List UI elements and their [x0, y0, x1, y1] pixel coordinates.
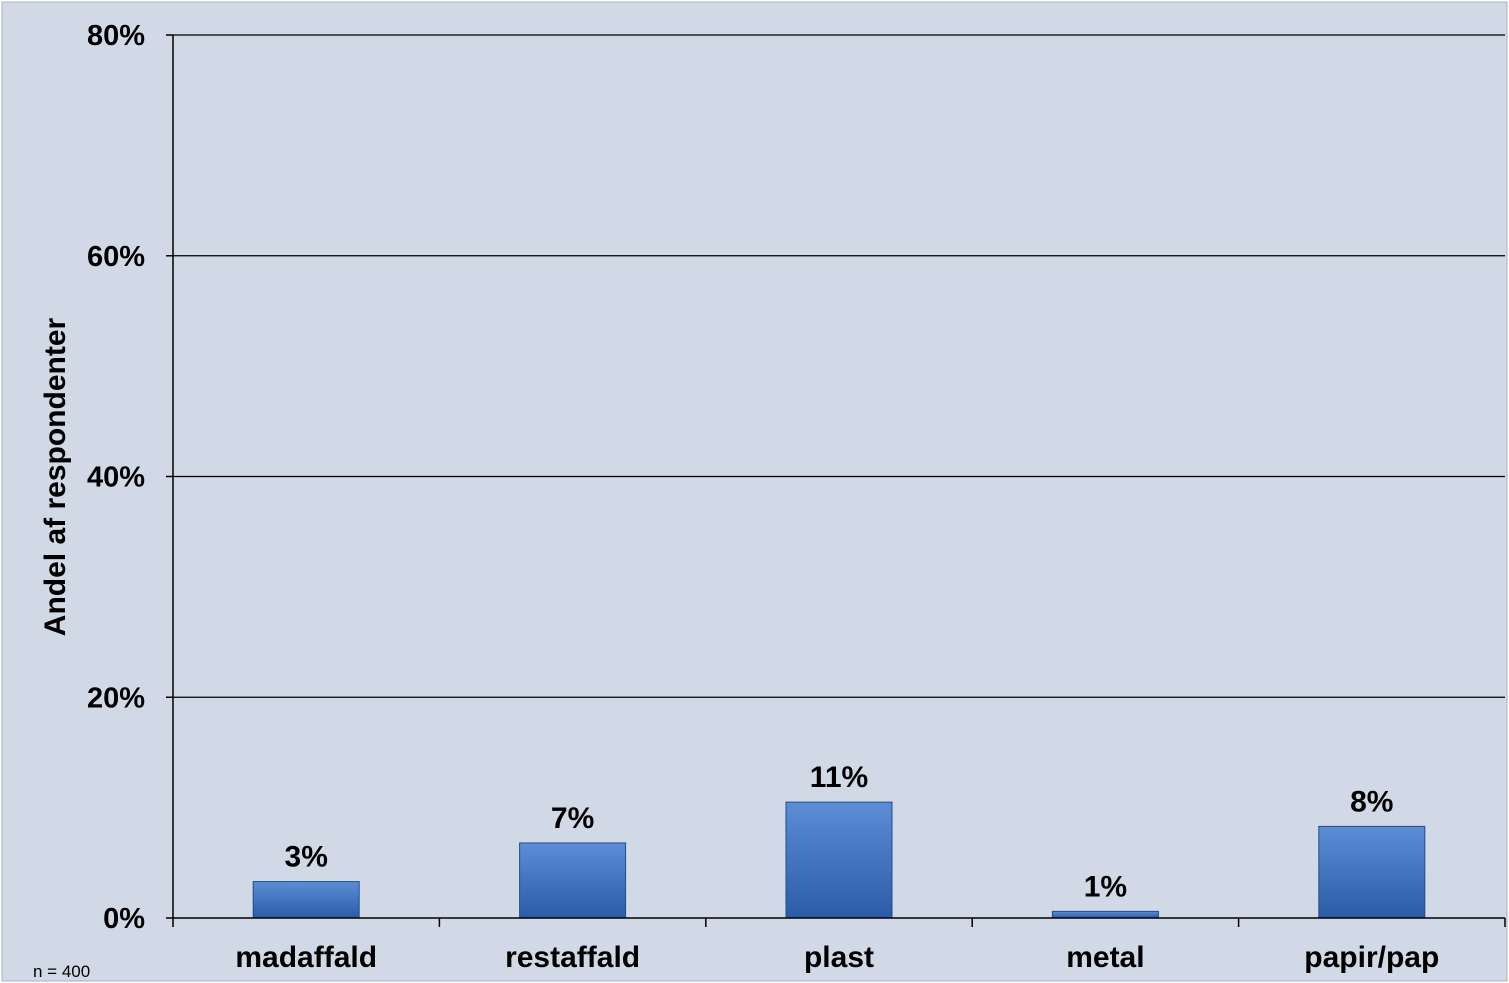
x-category-label: papir/pap: [1304, 941, 1439, 974]
y-axis-title: Andel af respondenter: [39, 317, 72, 636]
bar: [1051, 910, 1159, 919]
y-tick-label: 80%: [87, 20, 145, 52]
y-tick-label: 40%: [87, 462, 145, 494]
bar: [252, 881, 360, 919]
data-label: 11%: [810, 761, 868, 794]
axes: [166, 34, 1506, 927]
data-label: 3%: [285, 841, 328, 874]
x-category-label: madaffald: [235, 941, 377, 974]
y-tick-label: 20%: [87, 682, 145, 714]
x-category-label: restaffald: [505, 941, 640, 974]
x-category-label: plast: [804, 941, 874, 974]
bar: [519, 842, 627, 919]
data-label: 7%: [551, 802, 594, 835]
y-tick-label: 60%: [87, 241, 145, 273]
bar: [1318, 825, 1426, 919]
data-label: 8%: [1350, 785, 1393, 818]
gridlines: [173, 34, 1505, 698]
sample-size-note: n = 400: [33, 962, 90, 981]
data-label: 1%: [1084, 870, 1127, 903]
labels: 0% 20% 40% 60% 80% 3% madaffald 7% restaffald 11%…: [87, 20, 1439, 974]
y-tick-label: 0%: [103, 903, 145, 935]
x-category-label: metal: [1066, 941, 1144, 974]
bar: [785, 801, 893, 919]
